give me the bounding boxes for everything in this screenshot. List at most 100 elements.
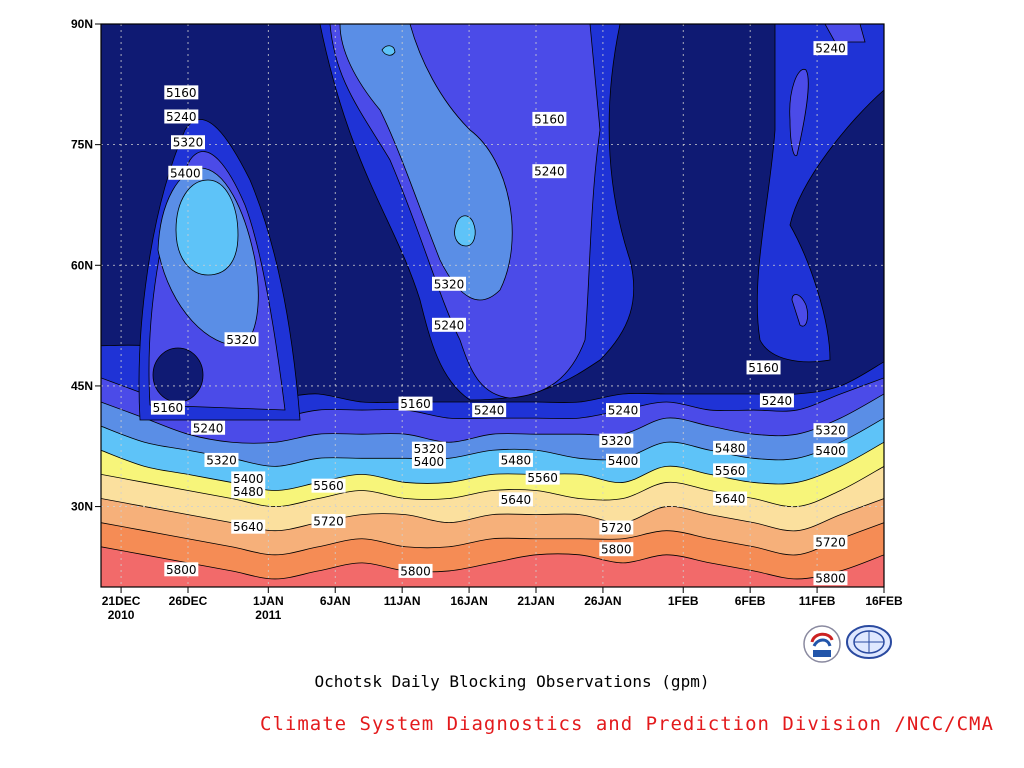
contour-label-bg <box>224 332 259 347</box>
contour-label-bg <box>164 109 199 124</box>
contour-label-bg <box>164 85 199 100</box>
contour-label: 5720 <box>311 514 346 529</box>
contour-label-bg <box>432 276 466 291</box>
contour-label-bg <box>813 423 848 438</box>
contour-label-text: 5240 <box>762 394 793 408</box>
cutoff-low-dec <box>152 347 204 403</box>
contour-label-bg <box>606 403 640 418</box>
contour-label: 5400 <box>411 454 446 469</box>
contour-label: 5400 <box>606 453 640 468</box>
contour-label: 5400 <box>168 165 203 180</box>
contour-label-text: 5640 <box>501 493 532 507</box>
ridge-5240-feb <box>789 69 809 157</box>
contour-label-bg <box>813 41 848 56</box>
contour-label-bg <box>164 562 199 577</box>
y-tick-label: 45N <box>71 379 93 393</box>
contour-label-bg <box>599 542 634 557</box>
contour-label-text: 5240 <box>608 404 639 418</box>
contour-label-bg <box>150 400 185 415</box>
contour-label: 5320 <box>813 423 848 438</box>
contour-label-text: 5800 <box>400 564 431 578</box>
contour-label-text: 5320 <box>815 424 846 438</box>
ridge-5240-feb-cap <box>824 24 866 43</box>
contour-label: 5320 <box>171 135 205 150</box>
contour-label: 5240 <box>432 317 466 332</box>
contour-label-text: 5640 <box>233 520 264 534</box>
contour-label-text: 5240 <box>474 404 505 418</box>
ridge-5400-jan <box>454 215 476 247</box>
contour-label-bg <box>472 403 507 418</box>
contour-label-bg <box>813 443 848 458</box>
ridge-5480-dec <box>175 179 239 276</box>
contour-label: 5320 <box>204 452 239 467</box>
contour-label-bg <box>411 454 446 469</box>
contour-label-text: 5400 <box>233 472 264 486</box>
contour-label-text: 5800 <box>815 572 846 586</box>
contour-label: 5240 <box>606 403 640 418</box>
contour-label: 5720 <box>599 520 634 535</box>
contour-label: 5320 <box>432 276 466 291</box>
contour-label-text: 5560 <box>715 464 746 478</box>
contour-label-text: 5160 <box>534 112 565 126</box>
contour-label: 5240 <box>472 403 507 418</box>
contour-label-text: 5240 <box>193 421 224 435</box>
contour-label-text: 5480 <box>233 485 264 499</box>
contour-label-bg <box>311 478 346 493</box>
contour-label: 5480 <box>498 452 533 467</box>
contour-label-bg <box>411 441 446 456</box>
ridge-5400-jan-north <box>381 45 396 56</box>
contour-label-text: 5480 <box>501 453 532 467</box>
contour-label: 5640 <box>498 492 533 507</box>
contour-label-bg <box>713 491 748 506</box>
contour-label-text: 5320 <box>206 453 237 467</box>
x-tick-label: 26JAN <box>584 594 621 608</box>
contour-label-text: 5160 <box>400 397 431 411</box>
contour-label-text: 5480 <box>715 441 746 455</box>
contour-label-bg <box>525 470 560 485</box>
contour-label: 5240 <box>759 393 794 408</box>
contour-label-text: 5240 <box>166 110 197 124</box>
y-axis: 90N 75N 60N 45N 30N <box>71 17 101 514</box>
contour-label-bg <box>599 520 634 535</box>
ncc-logo-icon <box>846 625 892 659</box>
contour-label: 5320 <box>599 433 634 448</box>
contour-label: 5320 <box>411 441 446 456</box>
x-tick-label: 11JAN <box>384 594 421 608</box>
contour-label-bg <box>171 135 205 150</box>
x-tick-label: 26DEC <box>169 594 208 608</box>
contour-label-bg <box>599 433 634 448</box>
contour-label-text: 5720 <box>601 521 632 535</box>
y-tick-label: 60N <box>71 258 93 272</box>
contour-label-text: 5320 <box>601 434 632 448</box>
contour-label: 5240 <box>813 41 848 56</box>
contour-label-text: 5560 <box>313 479 344 493</box>
plot-frame <box>100 23 885 588</box>
contour-label: 5800 <box>398 563 433 578</box>
contour-label: 5560 <box>713 463 748 478</box>
contour-label: 5800 <box>164 562 199 577</box>
contour-label-text: 5400 <box>170 166 201 180</box>
contour-label: 5240 <box>191 420 226 435</box>
contour-label-text: 5240 <box>534 165 565 179</box>
contour-label-bg <box>432 317 466 332</box>
contour-label-text: 5160 <box>153 401 184 415</box>
contour-label-bg <box>746 360 781 375</box>
contour-label-text: 5800 <box>601 543 632 557</box>
contour-label: 5160 <box>398 396 433 411</box>
contour-label-bg <box>168 165 203 180</box>
ncc-logo <box>845 624 893 660</box>
contour-label-bg <box>606 453 640 468</box>
contour-label: 5560 <box>311 478 346 493</box>
contour-label-text: 5560 <box>527 471 558 485</box>
contour-label: 5800 <box>599 542 634 557</box>
x-tick-label: 21DEC <box>102 594 141 608</box>
bcc-logo <box>802 624 842 664</box>
contour-label: 5160 <box>746 360 781 375</box>
contour-label-text: 5400 <box>414 455 445 469</box>
contour-labels: 5160524053205400532051605240532054005480… <box>150 41 848 586</box>
x-tick-label: 16JAN <box>450 594 487 608</box>
contour-label-bg <box>713 463 748 478</box>
ridge-5160-feb <box>756 24 884 363</box>
x-tick-label: 6FEB <box>735 594 766 608</box>
